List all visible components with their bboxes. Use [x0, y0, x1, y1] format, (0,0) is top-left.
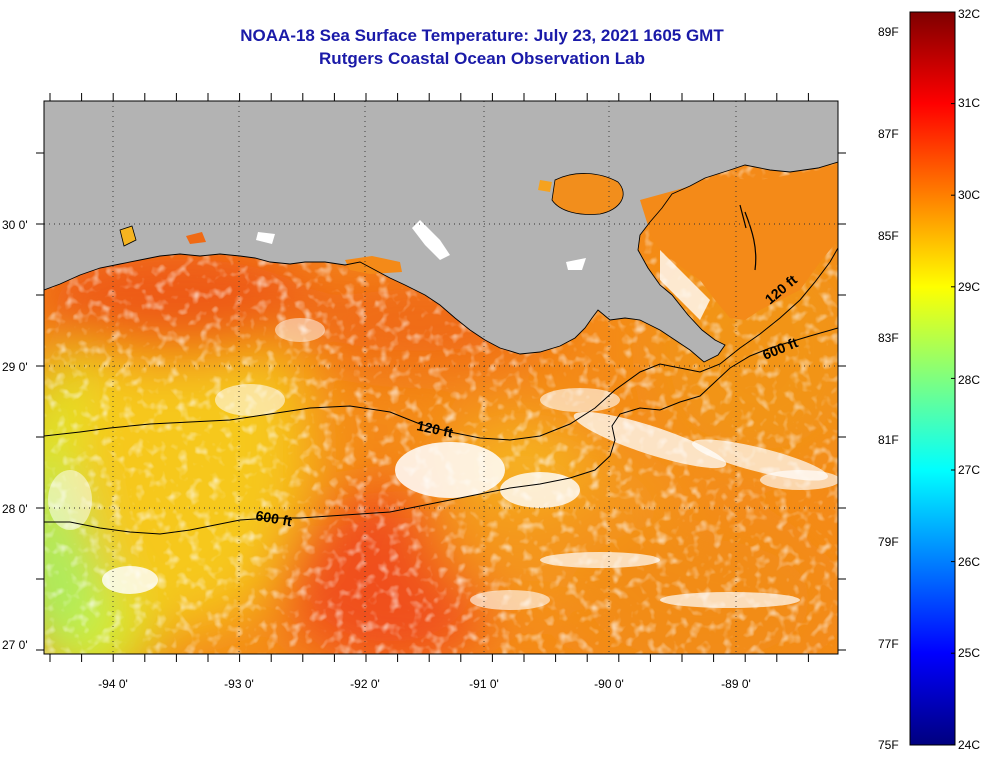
axis-ticks — [36, 93, 846, 662]
colorbar-c-label: 24C — [958, 738, 980, 752]
sst-field — [44, 101, 838, 654]
colorbar-c-label: 28C — [958, 373, 980, 387]
colorbar-f-label: 87F — [878, 127, 899, 141]
colorbar-c-label: 26C — [958, 555, 980, 569]
inland-water — [640, 166, 838, 320]
lat-label: 29 0' — [2, 360, 28, 374]
temperature-colorbar: 89F 87F 85F 83F 81F 79F 77F 75F 32C 31C … — [878, 7, 980, 752]
cloud-mask — [48, 318, 838, 610]
map-title: NOAA-18 Sea Surface Temperature: July 23… — [44, 24, 920, 70]
colorbar-f-label: 81F — [878, 433, 899, 447]
colorbar-f-label: 83F — [878, 331, 899, 345]
land-mask — [44, 101, 838, 362]
lon-label: -92 0' — [350, 677, 380, 691]
colorbar-f-label: 77F — [878, 637, 899, 651]
lon-label: -94 0' — [98, 677, 128, 691]
title-line-1: NOAA-18 Sea Surface Temperature: July 23… — [240, 26, 724, 45]
contour-label: 600 ft — [254, 507, 293, 529]
colorbar-c-label: 29C — [958, 280, 980, 294]
lat-label: 27 0' — [2, 638, 28, 652]
colorbar-c-label: 25C — [958, 646, 980, 660]
lon-label: -93 0' — [224, 677, 254, 691]
colorbar-f-label: 85F — [878, 229, 899, 243]
lon-label: -89 0' — [721, 677, 751, 691]
colorbar-f-label: 75F — [878, 738, 899, 752]
lon-label: -91 0' — [469, 677, 499, 691]
colorbar-gradient — [909, 11, 956, 746]
lon-label: -90 0' — [594, 677, 624, 691]
colorbar-f-label: 79F — [878, 535, 899, 549]
colorbar-f-label: 89F — [878, 25, 899, 39]
title-line-2: Rutgers Coastal Ocean Observation Lab — [319, 49, 645, 68]
contour-120ft — [44, 247, 838, 441]
colorbar-c-label: 27C — [958, 463, 980, 477]
lat-label: 30 0' — [2, 218, 28, 232]
contour-600ft — [44, 327, 838, 535]
colorbar-c-label: 32C — [958, 7, 980, 21]
colorbar-c-label: 30C — [958, 188, 980, 202]
graticule — [44, 101, 838, 654]
contour-label: 120 ft — [415, 417, 454, 440]
lat-label: 28 0' — [2, 502, 28, 516]
colorbar-c-label: 31C — [958, 96, 980, 110]
map-frame — [43, 100, 839, 655]
inland-water — [552, 173, 624, 215]
